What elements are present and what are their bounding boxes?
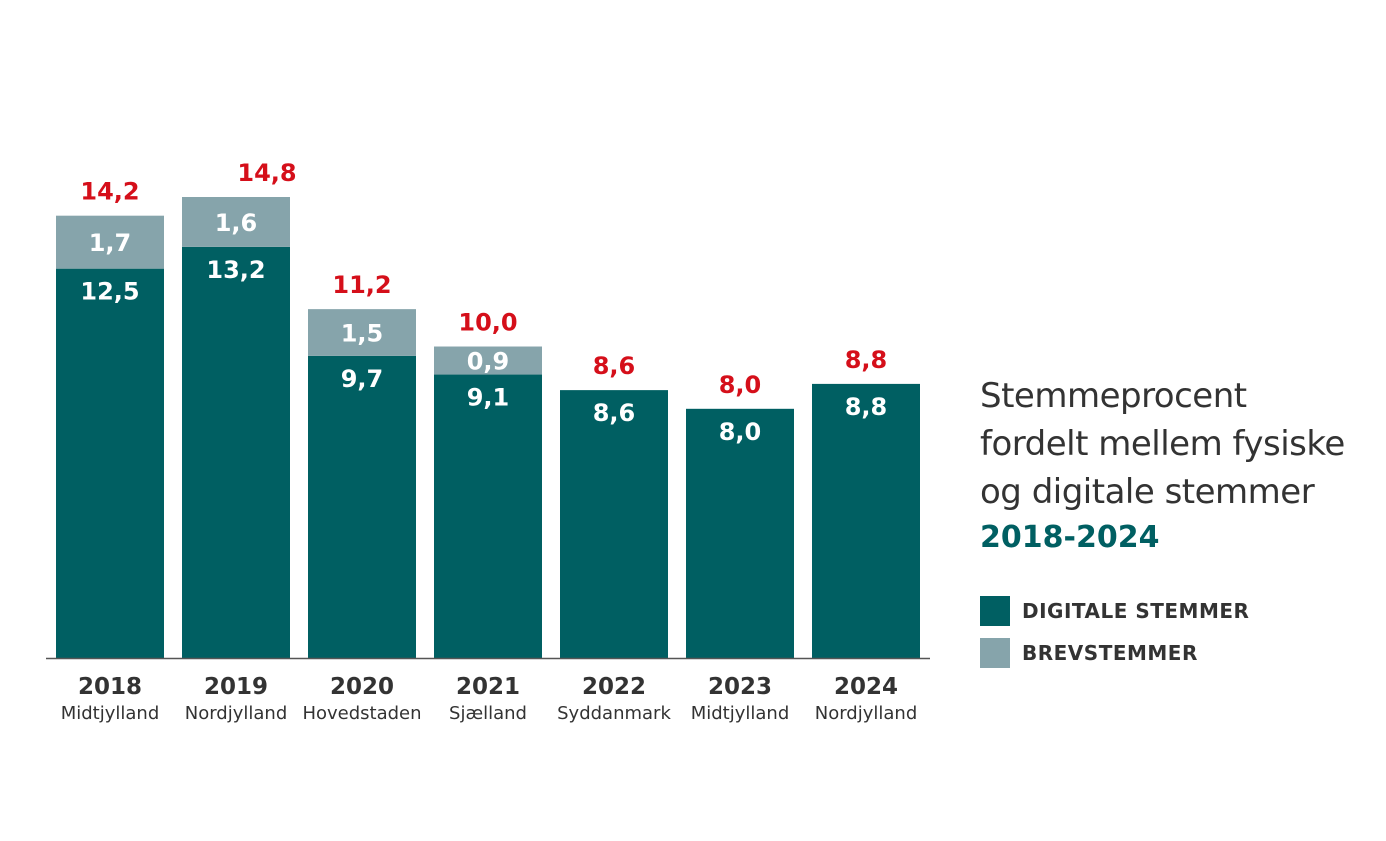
- x-tick-label-2022: 2022: [582, 674, 646, 700]
- x-tick-sublabel-2021: Sjælland: [449, 703, 527, 724]
- chart-title-line-1: Stemmeprocent: [980, 376, 1247, 416]
- x-tick-sublabel-2023: Midtjylland: [691, 703, 790, 724]
- bar-digital-2019: [182, 246, 290, 659]
- legend-swatch-brev: [980, 638, 1010, 668]
- chart-subtitle: 2018-2024: [980, 520, 1160, 555]
- chart-title-line-2: fordelt mellem fysiske: [980, 424, 1345, 464]
- total-label-2020: 11,2: [332, 271, 391, 299]
- x-tick-label-2023: 2023: [708, 674, 772, 700]
- bar-digital-2024: [812, 383, 920, 658]
- total-label-2024: 8,8: [845, 346, 888, 374]
- x-tick-sublabel-2020: Hovedstaden: [302, 703, 421, 724]
- total-label-2018: 14,2: [80, 178, 139, 206]
- legend: DIGITALE STEMMER BREVSTEMMER: [980, 590, 1249, 674]
- data-label-digital-2020: 9,7: [341, 365, 384, 393]
- bar-brev-2019: [182, 197, 290, 247]
- bar-digital-2022: [560, 390, 668, 658]
- bar-digital-2018: [56, 268, 164, 658]
- bar-digital-2023: [686, 408, 794, 658]
- chart-title-line-3: og digitale stemmer: [980, 472, 1315, 512]
- bar-digital-2020: [308, 355, 416, 658]
- data-label-digital-2022: 8,6: [593, 399, 636, 427]
- data-label-brev-2020: 1,5: [341, 319, 384, 347]
- chart-title: Stemmeprocent fordelt mellem fysiske og …: [980, 372, 1380, 516]
- x-tick-sublabel-2019: Nordjylland: [185, 703, 288, 724]
- total-label-2021: 10,0: [458, 309, 517, 337]
- data-label-brev-2018: 1,7: [89, 229, 132, 257]
- x-tick-sublabel-2018: Midtjylland: [61, 703, 160, 724]
- total-label-2019: 14,8: [237, 159, 296, 187]
- legend-swatch-digital: [980, 596, 1010, 626]
- legend-item-brev: BREVSTEMMER: [980, 632, 1249, 674]
- data-label-digital-2023: 8,0: [719, 418, 762, 446]
- bar-brev-2018: [56, 215, 164, 269]
- data-label-brev-2019: 1,6: [215, 209, 258, 237]
- data-label-digital-2019: 13,2: [206, 256, 265, 284]
- bar-digital-2021: [434, 374, 542, 658]
- x-tick-sublabel-2022: Syddanmark: [557, 703, 671, 724]
- total-label-2023: 8,0: [719, 371, 762, 399]
- data-label-digital-2018: 12,5: [80, 278, 139, 306]
- data-label-brev-2021: 0,9: [467, 348, 510, 376]
- x-tick-label-2021: 2021: [456, 674, 520, 700]
- legend-item-digital: DIGITALE STEMMER: [980, 590, 1249, 632]
- x-tick-label-2019: 2019: [204, 674, 268, 700]
- data-label-digital-2021: 9,1: [467, 384, 510, 412]
- bar-brev-2021: [434, 346, 542, 375]
- x-tick-label-2018: 2018: [78, 674, 142, 700]
- data-label-digital-2024: 8,8: [845, 393, 888, 421]
- x-tick-label-2020: 2020: [330, 674, 394, 700]
- legend-label-brev: BREVSTEMMER: [1022, 641, 1198, 665]
- legend-label-digital: DIGITALE STEMMER: [1022, 599, 1250, 623]
- x-tick-sublabel-2024: Nordjylland: [815, 703, 918, 724]
- x-tick-label-2024: 2024: [834, 674, 898, 700]
- chart-title-block: Stemmeprocent fordelt mellem fysiske og …: [980, 372, 1380, 555]
- total-label-2022: 8,6: [593, 352, 636, 380]
- bar-brev-2020: [308, 309, 416, 356]
